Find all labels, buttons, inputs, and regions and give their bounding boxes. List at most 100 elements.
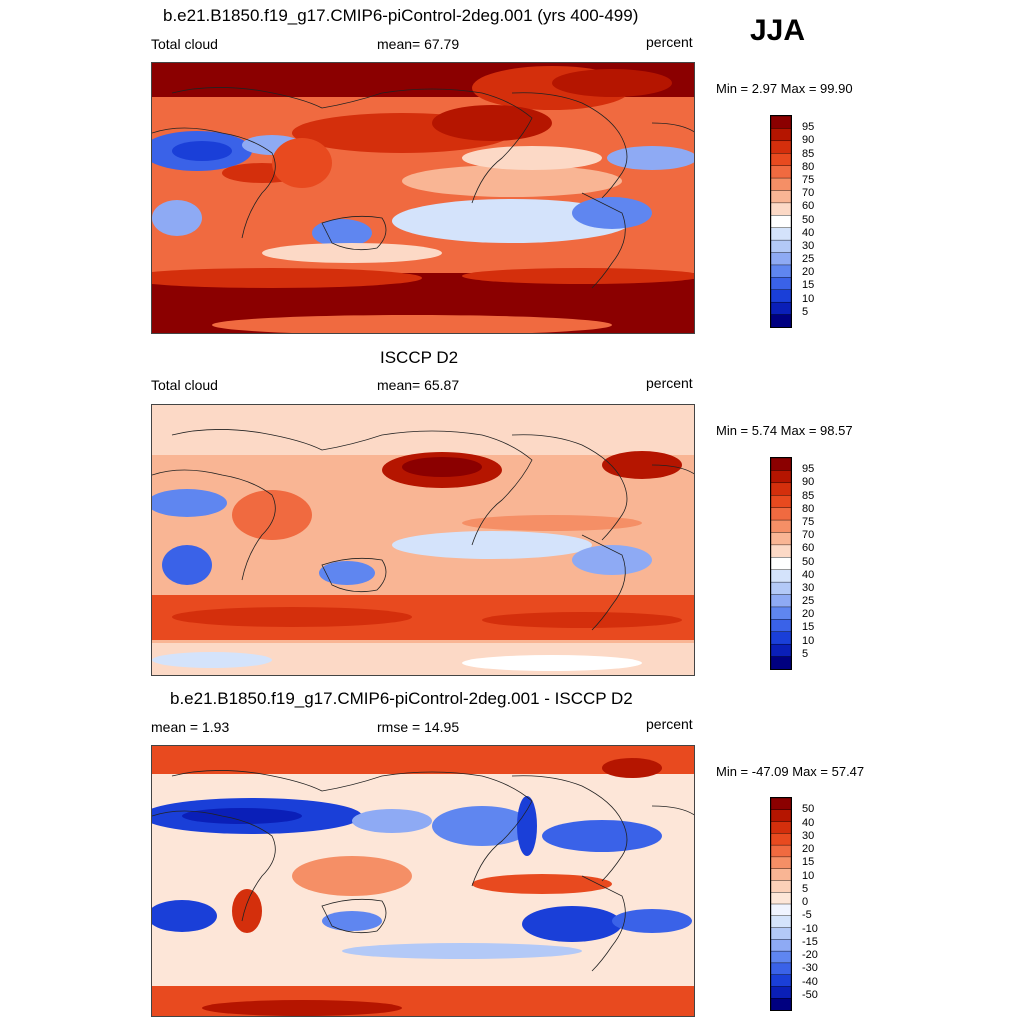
- colorbar-tick-label: 10: [802, 869, 815, 882]
- colorbar-swatch: [771, 962, 791, 976]
- colorbar-swatch: [771, 927, 791, 941]
- colorbar-swatch: [771, 128, 791, 142]
- colorbar-tick-label: 40: [802, 226, 815, 239]
- panel2-map: [151, 404, 695, 676]
- colorbar-swatch: [771, 619, 791, 633]
- colorbar-swatch: [771, 606, 791, 621]
- colorbar-swatch: [771, 458, 791, 472]
- colorbar-swatch: [771, 903, 791, 917]
- colorbar-swatch: [771, 202, 791, 216]
- colorbar-swatch: [771, 809, 791, 823]
- panel2-colorbar: [770, 457, 792, 670]
- colorbar-swatch: [771, 581, 791, 596]
- panel1-units-label: percent: [646, 34, 693, 50]
- colorbar-tick-label: 90: [802, 134, 815, 147]
- panel3-map: [151, 745, 695, 1017]
- panel1-title: b.e21.B1850.f19_g17.CMIP6-piControl-2deg…: [163, 6, 639, 25]
- colorbar-swatch: [771, 507, 791, 521]
- panel3-mean-label: mean = 1.93: [151, 719, 230, 735]
- colorbar-tick-label: 40: [802, 568, 815, 581]
- colorbar-swatch: [771, 998, 791, 1010]
- panel3-title: b.e21.B1850.f19_g17.CMIP6-piControl-2deg…: [170, 689, 633, 708]
- panel1-colorbar: [770, 115, 792, 328]
- colorbar-swatch: [771, 798, 791, 811]
- colorbar-swatch: [771, 631, 791, 645]
- colorbar-swatch: [771, 544, 791, 558]
- colorbar-swatch: [771, 532, 791, 546]
- colorbar-swatch: [771, 314, 791, 327]
- colorbar-swatch: [771, 915, 791, 929]
- colorbar-tick-label: 0: [802, 896, 809, 908]
- colorbar-swatch: [771, 140, 791, 154]
- colorbar-swatch: [771, 116, 791, 130]
- panel3-units-label: percent: [646, 716, 693, 732]
- panel3-rmse-label: rmse = 14.95: [377, 719, 460, 735]
- colorbar-tick-label: 50: [802, 555, 815, 568]
- colorbar-swatch: [771, 880, 791, 893]
- colorbar-swatch: [771, 950, 791, 964]
- colorbar-tick-label: 80: [802, 160, 815, 173]
- colorbar-tick-label: -20: [802, 949, 818, 961]
- colorbar-tick-label: 85: [802, 489, 815, 502]
- colorbar-swatch: [771, 177, 791, 192]
- colorbar-tick-label: 10: [802, 634, 815, 647]
- panel2-units-label: percent: [646, 375, 693, 391]
- colorbar-tick-label: 15: [802, 621, 815, 634]
- colorbar-swatch: [771, 986, 791, 999]
- panel2-title: ISCCP D2: [380, 348, 459, 367]
- colorbar-swatch: [771, 277, 791, 291]
- colorbar-tick-label: 60: [802, 200, 815, 213]
- colorbar-tick-label: 20: [802, 266, 815, 279]
- colorbar-swatch: [771, 974, 791, 988]
- colorbar-tick-label: 20: [802, 843, 815, 855]
- colorbar-swatch: [771, 594, 791, 608]
- panel3-colorbar: [770, 797, 792, 1011]
- colorbar-swatch: [771, 482, 791, 496]
- colorbar-swatch: [771, 227, 791, 241]
- colorbar-tick-label: 40: [802, 816, 815, 829]
- colorbar-swatch: [771, 264, 791, 279]
- colorbar-tick-label: 10: [802, 292, 815, 305]
- colorbar-tick-label: -10: [802, 922, 818, 935]
- colorbar-swatch: [771, 892, 791, 905]
- colorbar-tick-label: -5: [802, 909, 812, 922]
- colorbar-tick-label: 30: [802, 829, 815, 842]
- colorbar-tick-label: 70: [802, 529, 815, 542]
- colorbar-swatch: [771, 844, 791, 858]
- colorbar-tick-label: -15: [802, 935, 818, 948]
- colorbar-swatch: [771, 656, 791, 669]
- panel2-minmax: Min = 5.74 Max = 98.57: [716, 423, 853, 438]
- panel3-minmax: Min = -47.09 Max = 57.47: [716, 764, 865, 779]
- colorbar-swatch: [771, 301, 791, 316]
- colorbar-tick-label: 30: [802, 239, 815, 252]
- colorbar-swatch: [771, 470, 791, 484]
- colorbar-swatch: [771, 643, 791, 658]
- colorbar-tick-label: 75: [802, 173, 815, 186]
- colorbar-tick-label: 50: [802, 803, 815, 816]
- colorbar-tick-label: 90: [802, 476, 815, 489]
- colorbar-tick-label: 5: [802, 305, 809, 318]
- colorbar-swatch: [771, 239, 791, 254]
- colorbar-swatch: [771, 215, 791, 229]
- colorbar-tick-label: -50: [802, 988, 818, 1001]
- panel1-mean-label: mean= 67.79: [377, 36, 460, 52]
- colorbar-tick-label: 25: [802, 595, 815, 608]
- colorbar-tick-label: 30: [802, 581, 815, 594]
- colorbar-tick-label: 60: [802, 542, 815, 555]
- colorbar-swatch: [771, 519, 791, 534]
- colorbar-swatch: [771, 868, 791, 882]
- colorbar-swatch: [771, 557, 791, 571]
- colorbar-tick-label: 85: [802, 147, 815, 160]
- colorbar-tick-label: 5: [802, 882, 809, 895]
- panel2-mean-label: mean= 65.87: [377, 377, 460, 393]
- colorbar-tick-label: 25: [802, 253, 815, 266]
- colorbar-swatch: [771, 569, 791, 583]
- panel2-variable-label: Total cloud: [151, 377, 218, 393]
- colorbar-tick-label: 15: [802, 279, 815, 292]
- colorbar-swatch: [771, 153, 791, 167]
- colorbar-swatch: [771, 165, 791, 179]
- colorbar-tick-label: 50: [802, 213, 815, 226]
- colorbar-swatch: [771, 252, 791, 266]
- colorbar-tick-label: 95: [802, 463, 815, 476]
- colorbar-swatch: [771, 495, 791, 509]
